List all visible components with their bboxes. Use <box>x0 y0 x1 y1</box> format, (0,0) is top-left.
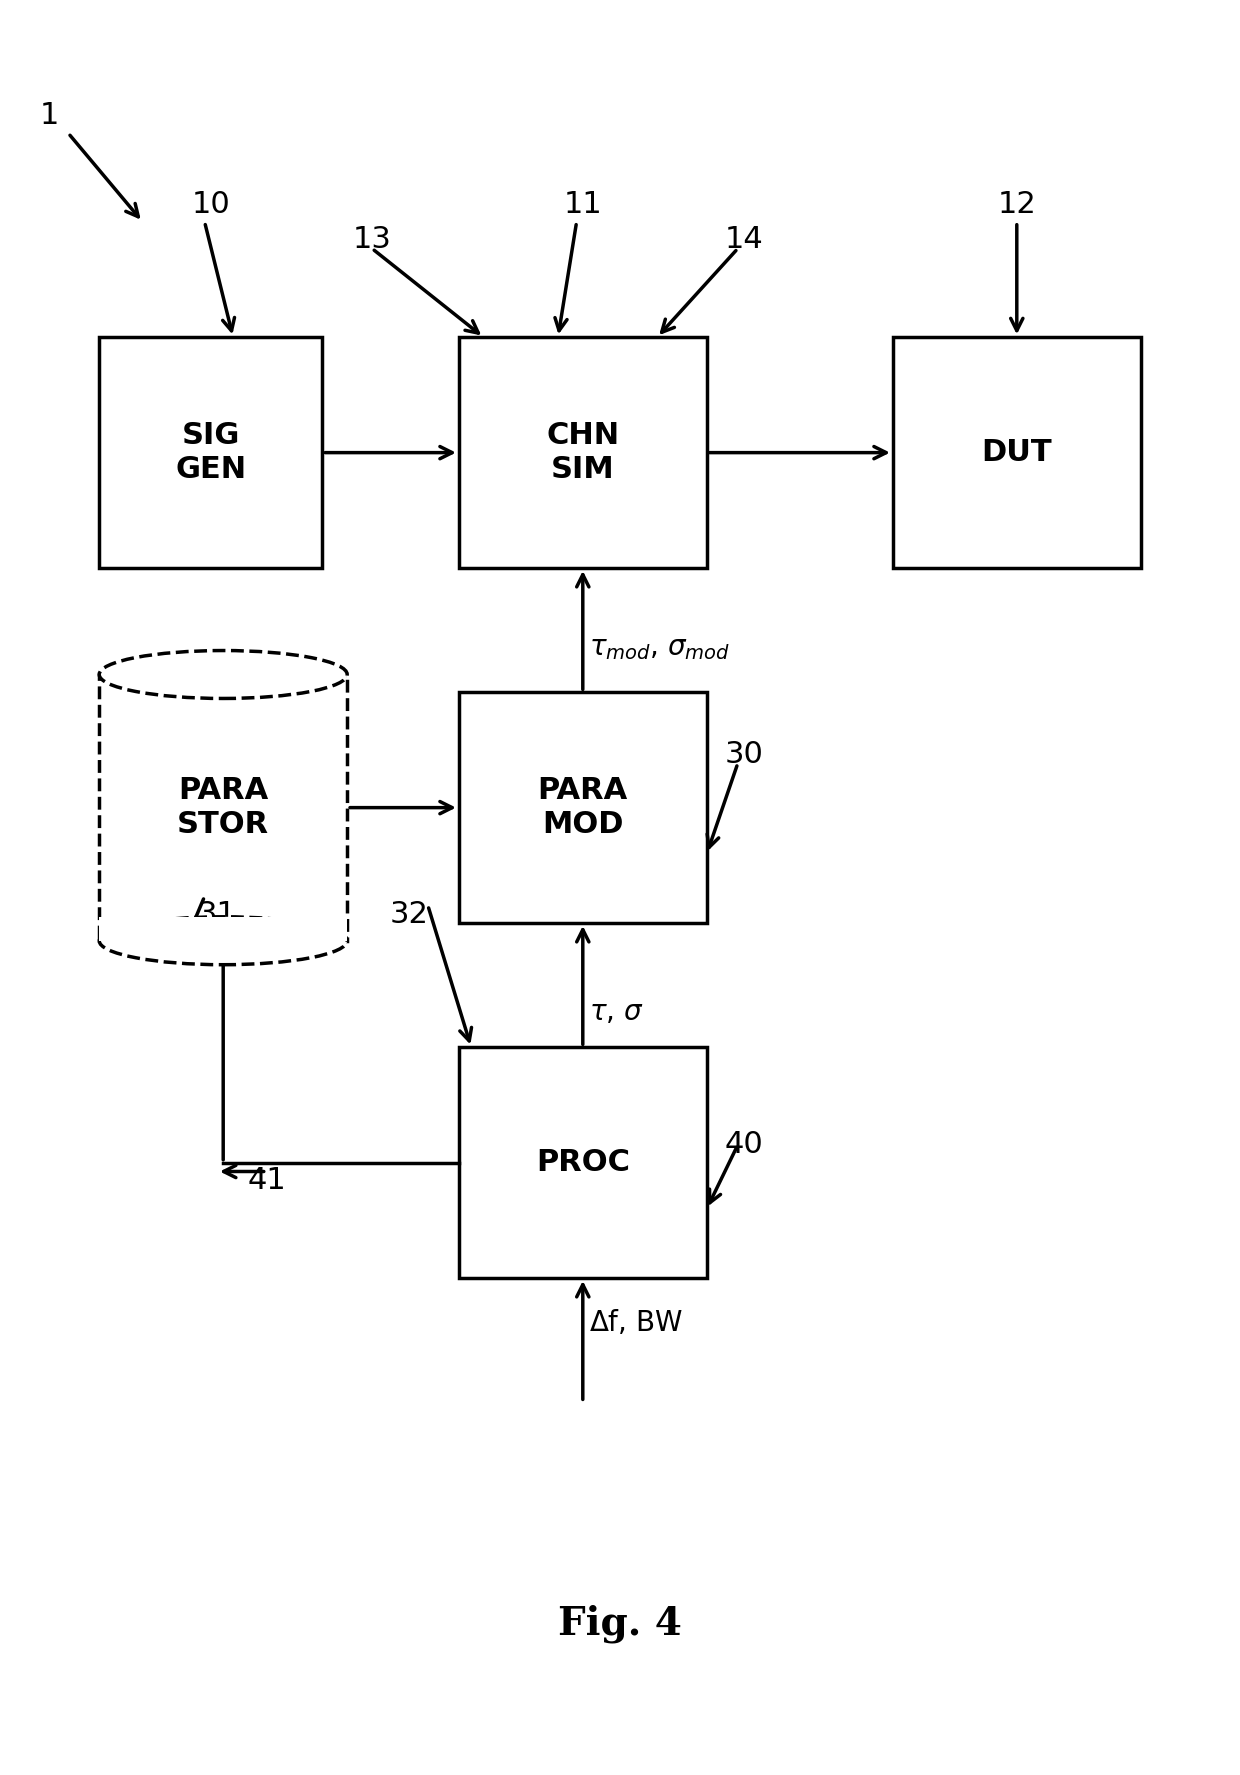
Text: SIG
GEN: SIG GEN <box>175 421 247 485</box>
FancyBboxPatch shape <box>893 337 1141 568</box>
Text: 14: 14 <box>724 225 764 254</box>
Text: $\tau_{mod}$, $\sigma_{mod}$: $\tau_{mod}$, $\sigma_{mod}$ <box>589 634 730 662</box>
Text: 40: 40 <box>724 1131 764 1159</box>
Text: PARA
STOR: PARA STOR <box>177 776 269 840</box>
Text: 1: 1 <box>40 101 60 130</box>
Text: PROC: PROC <box>536 1148 630 1177</box>
FancyBboxPatch shape <box>459 692 707 923</box>
Text: DUT: DUT <box>982 438 1052 467</box>
FancyBboxPatch shape <box>99 674 347 941</box>
Text: Fig. 4: Fig. 4 <box>558 1605 682 1644</box>
FancyBboxPatch shape <box>459 337 707 568</box>
Text: 13: 13 <box>352 225 392 254</box>
FancyBboxPatch shape <box>99 337 322 568</box>
FancyBboxPatch shape <box>99 916 347 941</box>
Text: 30: 30 <box>724 740 764 769</box>
Ellipse shape <box>99 650 347 699</box>
Text: CHN
SIM: CHN SIM <box>547 421 619 485</box>
Text: 31: 31 <box>197 900 237 928</box>
FancyBboxPatch shape <box>459 1047 707 1278</box>
Text: $\tau$, $\sigma$: $\tau$, $\sigma$ <box>589 998 644 1026</box>
Text: 11: 11 <box>563 190 603 218</box>
Text: PARA
MOD: PARA MOD <box>538 776 627 840</box>
Ellipse shape <box>99 916 347 966</box>
Text: 10: 10 <box>191 190 231 218</box>
Text: 12: 12 <box>997 190 1037 218</box>
Text: $\Delta$f, BW: $\Delta$f, BW <box>589 1308 683 1337</box>
Text: 32: 32 <box>389 900 429 928</box>
Text: 41: 41 <box>247 1166 286 1195</box>
